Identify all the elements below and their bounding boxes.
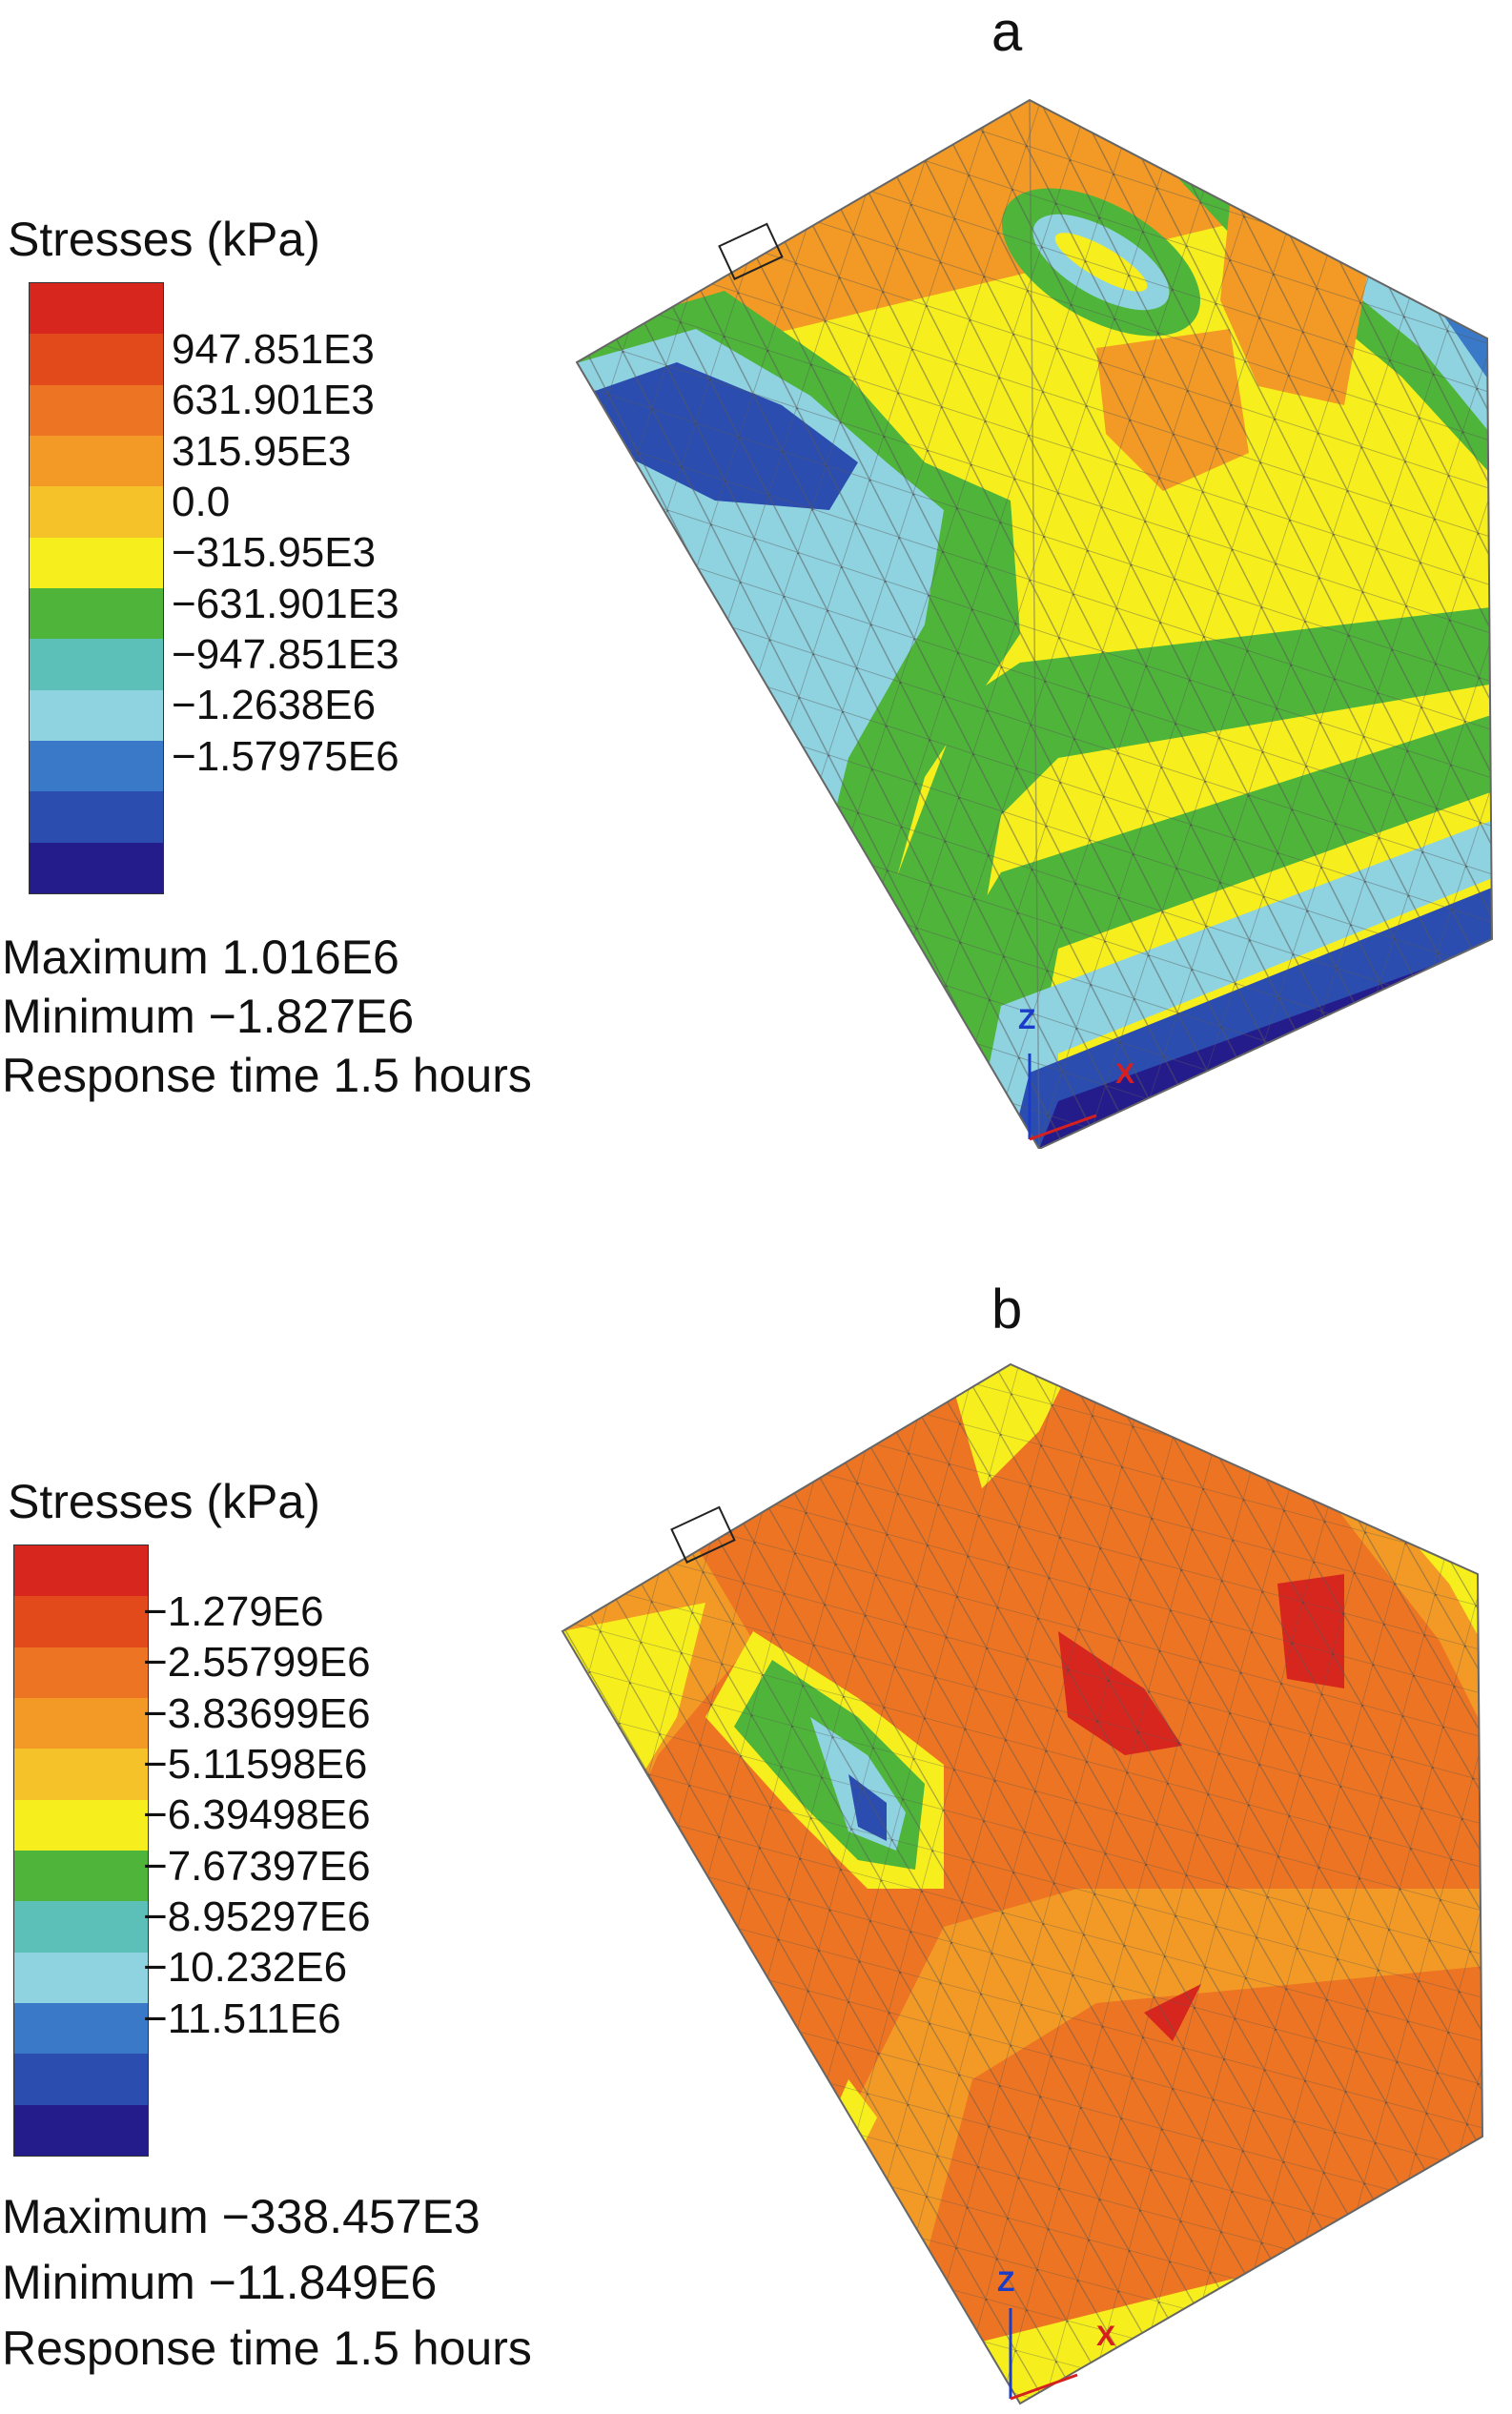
legend-swatch xyxy=(30,587,163,640)
maximum-readout: Maximum −338.457E3 xyxy=(2,2190,480,2243)
panel-a: a Stresses (kPa) 947.851E3 631.901E3 315.9… xyxy=(2,1,1494,1149)
legend-tick-label: −631.901E3 xyxy=(172,580,399,627)
legend-title: Stresses (kPa) xyxy=(8,213,320,266)
legend-swatch xyxy=(30,791,163,843)
mesh-overlay xyxy=(562,1364,1482,2404)
model-outline xyxy=(561,1362,1484,2405)
panel-letter: b xyxy=(991,1279,1023,1340)
x-axis-line xyxy=(1029,1114,1097,1141)
minimum-readout: Minimum −11.849E6 xyxy=(2,2256,438,2309)
legend-color-bar xyxy=(29,282,164,894)
z-axis-label: Z xyxy=(1018,1004,1036,1035)
legend-tick-label: −10.232E6 xyxy=(143,1944,348,1992)
legend-swatch xyxy=(30,639,163,690)
legend-swatch xyxy=(14,1697,148,1749)
legend-swatch xyxy=(14,2002,148,2055)
legend-tick-label: −2.55799E6 xyxy=(143,1639,371,1687)
legend-swatch xyxy=(30,283,163,335)
fe-contour-model xyxy=(575,98,1494,1149)
legend-swatch xyxy=(14,1596,148,1647)
legend-swatch xyxy=(30,384,163,436)
marker-box xyxy=(670,1505,736,1564)
legend-tick-label: −5.11598E6 xyxy=(143,1741,368,1788)
legend-tick-label: −1.279E6 xyxy=(143,1588,324,1635)
legend-swatch xyxy=(30,435,163,487)
legend-tick-label: −3.83699E6 xyxy=(143,1689,371,1737)
legend-swatch xyxy=(30,334,163,385)
legend-tick-label: 0.0 xyxy=(172,479,231,525)
legend-swatch xyxy=(14,2104,148,2156)
legend-tick-label: −7.67397E6 xyxy=(143,1842,371,1890)
legend-tick-label: −315.95E3 xyxy=(172,529,377,577)
minimum-readout: Minimum −1.827E6 xyxy=(2,990,415,1043)
fe-contour-model xyxy=(561,1362,1484,2405)
legend-swatch xyxy=(14,1647,148,1698)
z-axis-label: Z xyxy=(997,2266,1015,2298)
legend-title: Stresses (kPa) xyxy=(8,1475,320,1528)
x-axis-label: X xyxy=(1115,1058,1135,1090)
x-axis-line xyxy=(1010,2373,1078,2401)
legend-swatch xyxy=(30,740,163,792)
legend-tick-label: −11.511E6 xyxy=(143,1995,341,2042)
x-axis-label: X xyxy=(1096,2321,1116,2352)
legend-tick-label: −6.39498E6 xyxy=(143,1791,371,1839)
legend-swatch xyxy=(14,1545,148,1597)
legend-swatch xyxy=(14,1901,148,1953)
marker-box xyxy=(718,222,784,280)
response-time-readout: Response time 1.5 hours xyxy=(2,2322,532,2375)
yellow-band xyxy=(734,2079,877,2404)
legend-swatch xyxy=(14,2054,148,2105)
panel-letter: a xyxy=(991,1,1023,63)
legend-tick-label: −1.2638E6 xyxy=(172,682,377,729)
legend-color-bar xyxy=(13,1545,149,2157)
legend-swatch xyxy=(30,689,163,741)
model-outline xyxy=(575,98,1494,1149)
legend-swatch xyxy=(30,537,163,588)
legend-tick-label: 315.95E3 xyxy=(172,427,352,475)
legend-swatch xyxy=(14,1952,148,2003)
legend-swatch xyxy=(14,1749,148,1800)
legend-tick-label: −947.851E3 xyxy=(172,631,399,678)
legend-swatch xyxy=(30,842,163,893)
legend-swatch xyxy=(30,486,163,538)
legend-swatch xyxy=(14,1850,148,1902)
maximum-readout: Maximum 1.016E6 xyxy=(2,931,399,984)
legend-tick-label: 947.851E3 xyxy=(172,326,375,373)
legend-swatch xyxy=(14,1799,148,1851)
legend-tick-label: −8.95297E6 xyxy=(143,1893,371,1940)
response-time-readout: Response time 1.5 hours xyxy=(2,1049,532,1102)
panel-b: b Stresses (kPa) −1.279E6 −2.55799E6 −3.83… xyxy=(0,1207,1512,2414)
legend-tick-label: −1.57975E6 xyxy=(172,732,399,780)
legend-tick-label: 631.901E3 xyxy=(172,377,375,424)
